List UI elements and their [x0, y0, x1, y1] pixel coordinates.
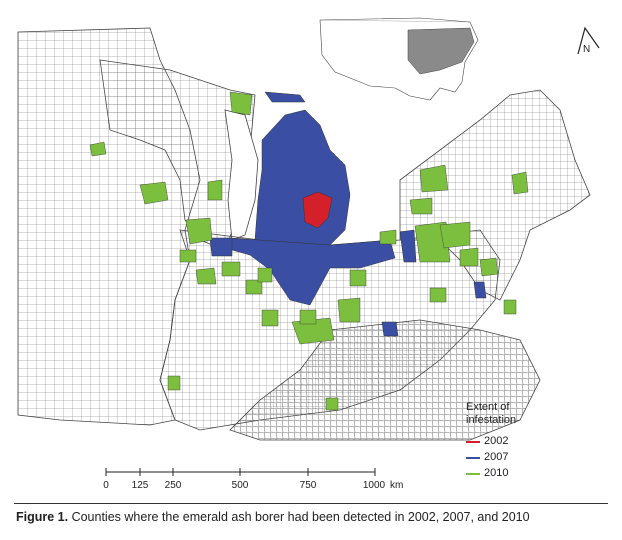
- chicago-2007: [209, 237, 233, 257]
- maryland-2007: [473, 281, 487, 299]
- upper-peninsula-2007: [264, 91, 306, 103]
- scale-tick-label: 500: [231, 480, 249, 491]
- caption-divider: [14, 503, 608, 504]
- infestation-map: [17, 17, 591, 476]
- spread-2010: [89, 91, 529, 411]
- figure-caption: Figure 1. Counties where the emerald ash…: [16, 510, 530, 524]
- detroit-area-2002: [302, 191, 333, 229]
- legend-item-2002: 2002: [466, 435, 546, 449]
- legend-swatch-2007: [466, 457, 480, 459]
- legend-swatch-2002: [466, 441, 480, 443]
- scale-tick-label: 0: [103, 480, 109, 491]
- scale-tick-label: 125: [131, 480, 149, 491]
- north-label: N: [583, 44, 591, 55]
- legend-item-2007: 2007: [466, 451, 546, 465]
- legend-label-2010: 2010: [484, 467, 509, 479]
- caption-text: Counties where the emerald ash borer had…: [71, 510, 530, 524]
- scale-unit: km: [390, 480, 404, 491]
- inset-us-map: [319, 17, 479, 101]
- legend-title-line2: infestation: [466, 414, 517, 426]
- legend-title-line1: Extent of: [466, 401, 510, 413]
- scale-tick-label: 1000: [362, 480, 386, 491]
- legend-label-2007: 2007: [484, 451, 509, 463]
- legend-item-2010: 2010: [466, 467, 546, 481]
- michigan-2007: [254, 109, 351, 253]
- scale-bar-line: [105, 468, 376, 476]
- kentucky-2007: [381, 321, 399, 337]
- legend-swatch-2010: [466, 473, 480, 475]
- scale-tick-label: 250: [164, 480, 182, 491]
- legend: Extent of infestation 2002 2007 2010: [466, 401, 517, 479]
- figure-label: Figure 1.: [16, 510, 69, 524]
- pennsylvania-2007: [399, 229, 417, 263]
- region-south: [229, 319, 541, 441]
- scale-bar: 0 125 250 500 750 1000 km: [100, 466, 420, 496]
- north-arrow-icon: [577, 26, 600, 55]
- legend-label-2002: 2002: [484, 435, 509, 447]
- scale-tick-label: 750: [299, 480, 317, 491]
- lake-michigan: [224, 109, 259, 241]
